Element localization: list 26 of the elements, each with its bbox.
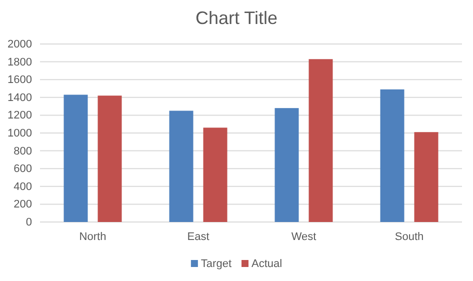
- y-tick-label: 1800: [8, 56, 32, 68]
- bar: [274, 108, 299, 222]
- y-tick-label: 200: [14, 198, 32, 211]
- legend-label: Actual: [252, 258, 282, 270]
- bar: [380, 89, 404, 222]
- chart-title: Chart Title: [195, 8, 278, 28]
- bar: [203, 128, 228, 222]
- y-tick-label: 2000: [8, 38, 32, 51]
- y-tick-label: 600: [14, 163, 32, 176]
- bar: [64, 94, 88, 222]
- bar: [169, 110, 194, 222]
- y-tick-label: 0: [26, 216, 32, 229]
- y-tick-label: 800: [14, 145, 32, 158]
- y-tick-label: 400: [14, 180, 32, 193]
- bar: [98, 96, 122, 222]
- y-tick-label: 1000: [8, 128, 32, 140]
- bar: [308, 59, 333, 222]
- y-tick-label: 1400: [8, 92, 32, 104]
- x-tick-label: North: [79, 230, 106, 243]
- x-tick-label: East: [187, 230, 210, 243]
- y-tick-label: 1600: [8, 74, 32, 86]
- x-tick-label: West: [291, 230, 316, 243]
- x-tick-label: South: [394, 230, 424, 243]
- bar: [414, 132, 438, 222]
- y-tick-label: 1200: [8, 110, 32, 122]
- legend-label: Target: [200, 258, 232, 270]
